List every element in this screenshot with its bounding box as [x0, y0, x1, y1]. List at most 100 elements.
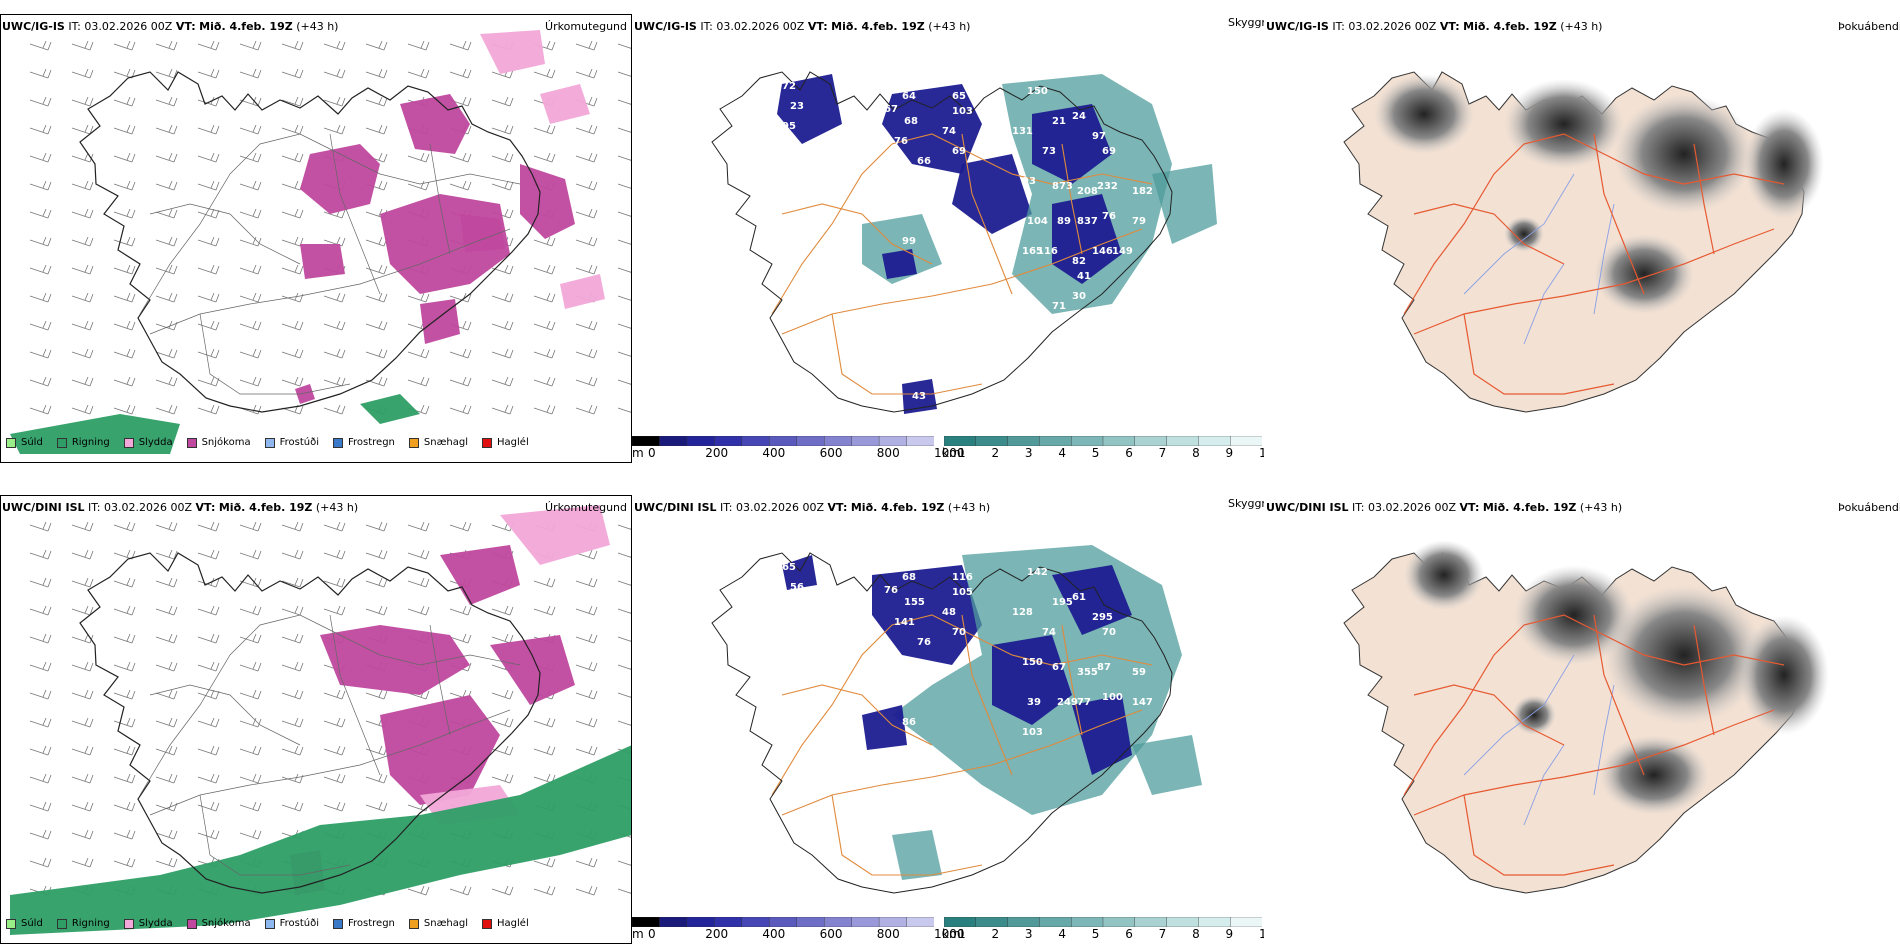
- colorbar-segment: [851, 917, 880, 927]
- wind-barb: [155, 152, 178, 163]
- wind-barb: [29, 801, 52, 812]
- wind-barb: [491, 320, 514, 331]
- wind-barb: [449, 605, 472, 616]
- vt-value: Mið. 4.feb. 19Z: [199, 20, 293, 33]
- wind-barb: [197, 152, 220, 163]
- visibility-value-label: 149: [1112, 246, 1133, 257]
- wind-barb: [449, 348, 472, 359]
- wind-barb: [533, 885, 556, 896]
- visibility-value-label: 72: [782, 81, 796, 92]
- visibility-value-label: 89: [1057, 216, 1071, 227]
- vt-value: Mið. 4.feb. 19Z: [1482, 501, 1577, 514]
- colorbar-segment: [686, 436, 716, 446]
- wind-barb: [71, 829, 94, 840]
- wind-barb: [113, 689, 136, 700]
- wind-barb: [407, 605, 430, 616]
- wind-barb: [575, 633, 598, 644]
- colorbar-segment: [1070, 436, 1104, 446]
- wind-barb: [365, 577, 388, 588]
- it-label: IT:: [720, 501, 733, 514]
- wind-barb: [71, 745, 94, 756]
- wind-barb: [71, 521, 94, 532]
- panel-title-visibility: Skyggni: [1228, 497, 1272, 510]
- wind-barb: [323, 689, 346, 700]
- visibility-area-deep: [1052, 194, 1122, 284]
- wind-barb: [197, 124, 220, 135]
- fog-area: [1594, 234, 1694, 314]
- legend-label: Snæhagl: [423, 918, 469, 929]
- precip-map-bottom: [10, 505, 632, 935]
- wind-barb: [575, 180, 598, 191]
- colorbar-tick-label: 1: [958, 927, 966, 941]
- precip-legend-item: Rigning: [56, 437, 110, 448]
- colorbar-tick-label: 6: [1125, 927, 1133, 941]
- wind-barb: [491, 404, 514, 415]
- wind-barb: [575, 320, 598, 331]
- precip-legend-item: Súld: [6, 437, 43, 448]
- wind-barb: [407, 549, 430, 560]
- visibility-value-label: 99: [902, 236, 916, 247]
- wind-barb: [113, 124, 136, 135]
- wind-barb: [155, 745, 178, 756]
- colorbar-segment: [769, 917, 798, 927]
- wind-barb: [281, 521, 304, 532]
- wind-barb: [71, 773, 94, 784]
- legend-swatch: [123, 918, 134, 929]
- road: [199, 313, 351, 395]
- vt-value: Mið. 4.feb. 19Z: [850, 501, 945, 514]
- visibility-value-label: 295: [1092, 612, 1113, 623]
- wind-barb: [491, 605, 514, 616]
- visibility-colorbar-labels: km12345678910: [942, 446, 1274, 462]
- wind-barb: [29, 292, 52, 303]
- precip-area-snow: [490, 635, 575, 705]
- precip-area-snow: [440, 545, 520, 605]
- wind-barb: [71, 320, 94, 331]
- visibility-value-label: 24: [1072, 111, 1086, 122]
- colorbar-tick-label: 5: [1091, 446, 1100, 460]
- wind-barb: [407, 152, 430, 163]
- wind-barb: [617, 43, 632, 50]
- wind-barb: [617, 239, 632, 246]
- wind-barb: [407, 885, 430, 896]
- wind-barb: [155, 689, 178, 700]
- wind-barb: [197, 605, 220, 616]
- colorbar-tick-label: 400: [762, 446, 786, 460]
- wind-barb: [365, 68, 388, 79]
- wind-barb: [575, 857, 598, 868]
- wind-barb: [533, 236, 556, 247]
- wind-barb: [155, 773, 178, 784]
- wind-barb: [491, 773, 514, 784]
- colorbar-tick-label: 800: [876, 927, 900, 941]
- legend-label: Slydda: [138, 918, 173, 929]
- visibility-value-label: 141: [894, 617, 915, 628]
- colorbar-segment: [659, 917, 688, 927]
- wind-barb: [155, 376, 178, 387]
- colorbar-segment: [975, 917, 1009, 927]
- legend-swatch: [6, 918, 16, 929]
- colorbar-tick-label: 600: [819, 927, 843, 941]
- visibility-value-label: 165: [1022, 246, 1043, 257]
- wind-barb: [281, 689, 304, 700]
- visibility-value-label: 61: [1072, 592, 1086, 603]
- colorbar-segment: [906, 917, 934, 927]
- precip-legend: Súld Rigning Slydda Snjókoma Frostúði Frostre…: [6, 918, 543, 929]
- lead-time: (+43 h): [928, 20, 971, 33]
- wind-barb: [617, 211, 632, 218]
- wind-barb: [29, 745, 52, 756]
- wind-barb: [155, 521, 178, 532]
- road: [781, 228, 1143, 335]
- lead-time: (+43 h): [947, 501, 991, 514]
- visibility-value-label: 59: [1132, 667, 1146, 678]
- legend-swatch: [333, 437, 343, 448]
- wind-barb: [71, 577, 94, 588]
- road: [1413, 203, 1565, 265]
- visibility-value-label: 73: [1042, 146, 1056, 157]
- wind-barb: [29, 320, 52, 331]
- precip-area-sleet: [500, 505, 610, 565]
- colorbar-tick-label: 9: [1225, 446, 1234, 460]
- legend-swatch: [123, 437, 134, 448]
- iceland-outline: [711, 71, 1173, 413]
- wind-barb: [29, 264, 52, 275]
- wind-barb: [239, 180, 262, 191]
- visibility-area-deep: [777, 74, 842, 144]
